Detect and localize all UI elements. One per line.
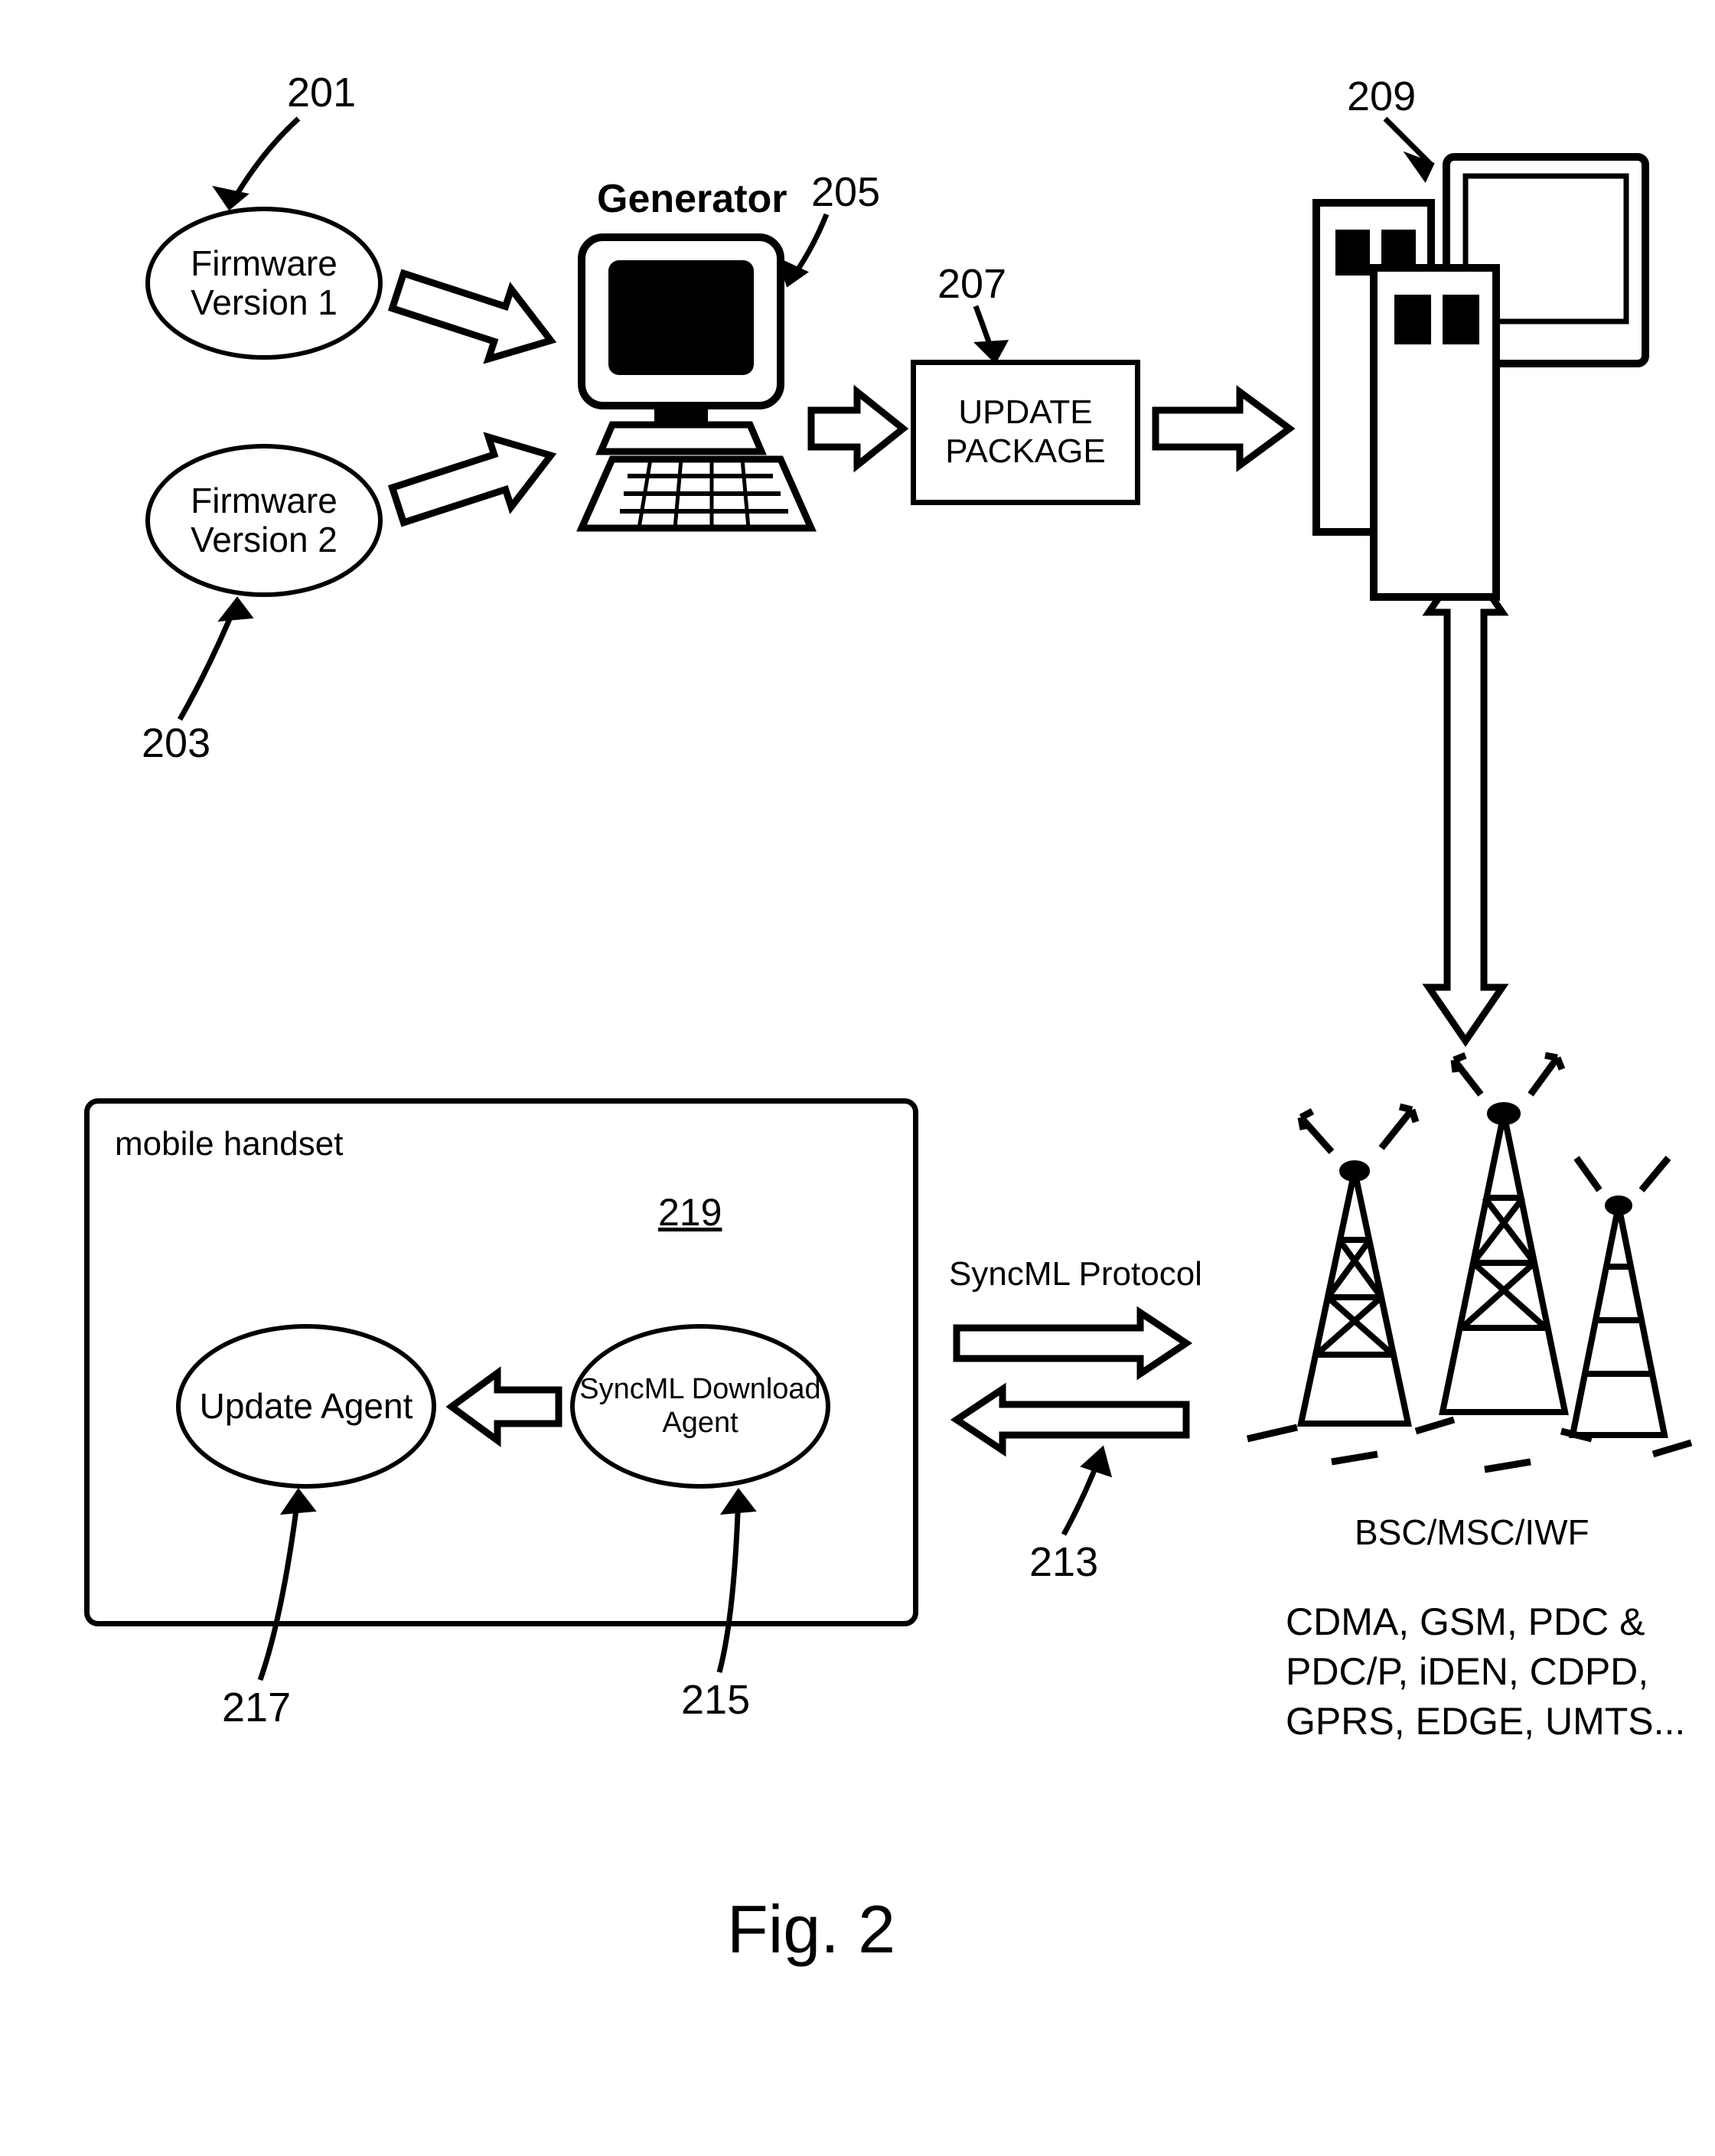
mobile-handset-ref-inside: 219 <box>658 1190 722 1235</box>
tower-tech-line3: GPRS, EDGE, UMTS... <box>1286 1699 1685 1743</box>
ref-205: 205 <box>811 168 880 216</box>
ref-203: 203 <box>142 719 210 767</box>
node-firmware-v1-label: Firmware Version 1 <box>150 244 378 321</box>
ref-209: 209 <box>1347 73 1416 120</box>
generator-title: Generator <box>597 176 787 222</box>
tower-tech-line1: CDMA, GSM, PDC & <box>1286 1600 1645 1644</box>
ref-215: 215 <box>681 1676 750 1724</box>
ref-217: 217 <box>222 1684 291 1731</box>
mobile-handset-label: mobile handset <box>115 1125 343 1163</box>
servers-icon <box>1316 157 1645 597</box>
node-update-package-label: UPDATE PACKAGE <box>916 393 1135 471</box>
ref-207: 207 <box>937 260 1006 308</box>
node-firmware-v1: Firmware Version 1 <box>145 207 383 360</box>
node-update-agent-label: Update Agent <box>200 1387 413 1426</box>
tower-tech-line2: PDC/P, iDEN, CDPD, <box>1286 1649 1648 1694</box>
node-firmware-v2-label: Firmware Version 2 <box>150 481 378 559</box>
tower-bsc-label: BSC/MSC/IWF <box>1355 1512 1589 1553</box>
ref-213: 213 <box>1029 1538 1098 1586</box>
figure-label: Fig. 2 <box>727 1890 895 1968</box>
node-syncml-dl-agent: SyncML Download Agent <box>570 1324 830 1489</box>
ref-201: 201 <box>287 69 356 116</box>
generator-icon <box>582 237 811 528</box>
node-update-package: UPDATE PACKAGE <box>911 360 1140 505</box>
node-firmware-v2: Firmware Version 2 <box>145 444 383 597</box>
diagram-canvas: Firmware Version 1 Firmware Version 2 Ge… <box>0 0 1715 2156</box>
cell-towers-icon <box>1247 1055 1691 1469</box>
node-syncml-dl-agent-label: SyncML Download Agent <box>575 1373 826 1440</box>
node-update-agent: Update Agent <box>176 1324 436 1489</box>
syncml-protocol-label: SyncML Protocol <box>949 1255 1202 1293</box>
